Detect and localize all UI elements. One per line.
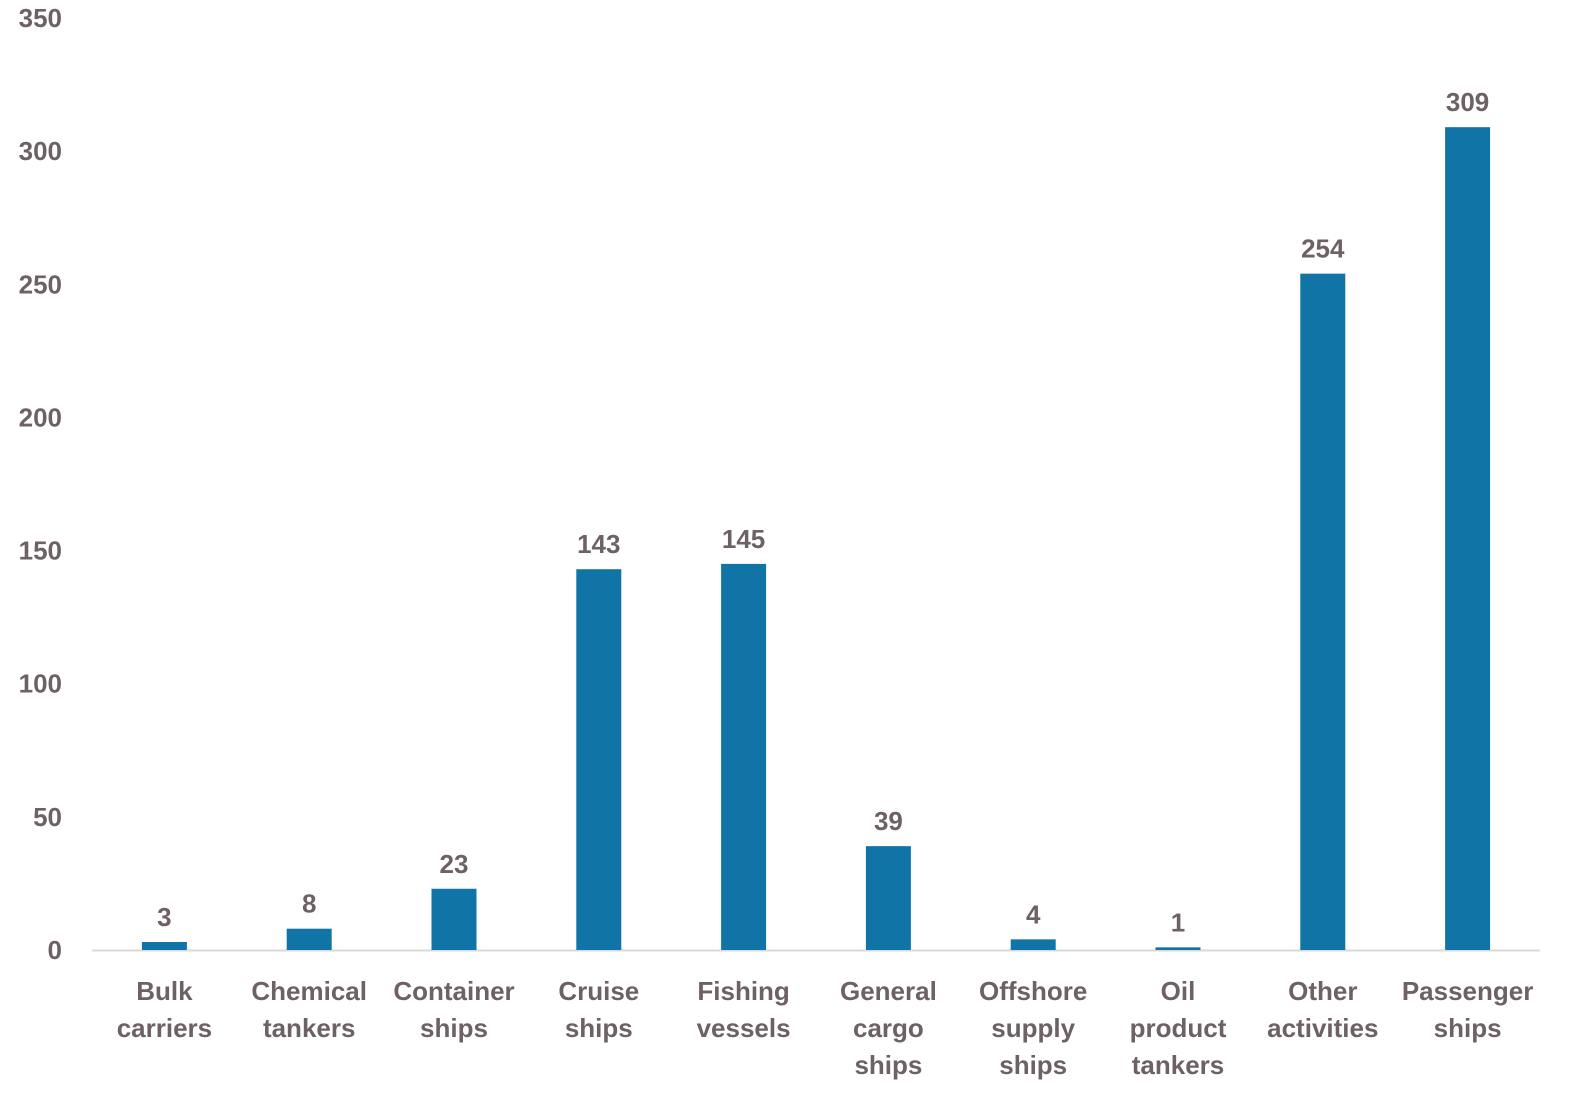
y-tick-label: 200: [19, 402, 62, 432]
x-tick-label-line: product: [1130, 1013, 1227, 1043]
bar: [431, 888, 477, 950]
data-label: 3: [157, 902, 171, 932]
bar: [721, 563, 767, 950]
x-tick-label-line: Offshore: [979, 976, 1087, 1006]
x-tick-label: Offshore supply ships: [979, 976, 1087, 1080]
x-tick-label-line: tankers: [263, 1013, 356, 1043]
data-label: 8: [302, 889, 316, 919]
data-label: 145: [722, 524, 765, 554]
x-tick-label: Bulk carriers: [117, 976, 212, 1043]
x-tick-label: Oil product tankers: [1130, 976, 1227, 1080]
data-label: 39: [874, 806, 903, 836]
x-tick-label-line: Cruise: [558, 976, 639, 1006]
bar: [1010, 939, 1056, 950]
y-tick-label: 150: [19, 536, 62, 566]
x-tick-label-line: carriers: [117, 1013, 212, 1043]
x-tick-label-line: Passenger: [1402, 976, 1534, 1006]
x-tick-label-line: General: [840, 976, 937, 1006]
bar: [1300, 273, 1346, 950]
data-label: 254: [1301, 234, 1345, 264]
y-tick-label: 50: [33, 802, 62, 832]
x-tick-label-line: ships: [999, 1050, 1067, 1080]
x-tick-label-line: Other: [1288, 976, 1357, 1006]
y-tick-label: 0: [48, 935, 62, 965]
x-tick-label-line: ships: [854, 1050, 922, 1080]
bar: [576, 569, 622, 950]
bar: [286, 928, 332, 950]
x-tick-label-line: Fishing: [697, 976, 789, 1006]
x-tick-label: Cruise ships: [558, 976, 639, 1043]
x-tick-label-line: ships: [565, 1013, 633, 1043]
x-tick-label: Chemical tankers: [251, 976, 367, 1043]
bar: [1445, 127, 1491, 951]
y-tick-label: 250: [19, 269, 62, 299]
x-axis-labels: Bulk carriers Chemical tankers Container ship…: [117, 976, 1534, 1080]
data-label: 23: [440, 849, 469, 879]
x-tick-label-line: vessels: [697, 1013, 791, 1043]
x-tick-label: Container ships: [393, 976, 514, 1043]
x-tick-label: General cargo ships: [840, 976, 937, 1080]
y-axis-ticks: 0 50 100 150 200 250 300 350: [19, 3, 62, 965]
x-tick-label: Fishing vessels: [697, 976, 791, 1043]
x-tick-label-line: supply: [991, 1013, 1075, 1043]
y-tick-label: 100: [19, 669, 62, 699]
data-label: 1: [1171, 907, 1185, 937]
data-labels-group: 3 8 23 143 145 39 4 1 254 309: [157, 87, 1489, 937]
x-tick-label-line: cargo: [853, 1013, 924, 1043]
x-tick-label-line: tankers: [1132, 1050, 1225, 1080]
bar: [141, 942, 187, 950]
x-tick-label-line: ships: [1434, 1013, 1502, 1043]
bar: [1155, 947, 1201, 950]
x-tick-label-line: Bulk: [136, 976, 193, 1006]
x-tick-label-line: Container: [393, 976, 514, 1006]
bars-group: [141, 127, 1491, 951]
data-label: 309: [1446, 87, 1489, 117]
x-tick-label-line: activities: [1267, 1013, 1378, 1043]
y-tick-label: 300: [19, 136, 62, 166]
x-tick-label: Passenger ships: [1402, 976, 1534, 1043]
x-tick-label-line: ships: [420, 1013, 488, 1043]
x-tick-label-line: Chemical: [251, 976, 367, 1006]
x-tick-label: Other activities: [1267, 976, 1378, 1043]
y-tick-label: 350: [19, 3, 62, 33]
x-tick-label-line: Oil: [1161, 976, 1196, 1006]
data-label: 4: [1026, 899, 1041, 929]
data-label: 143: [577, 529, 620, 559]
bar: [865, 846, 911, 950]
